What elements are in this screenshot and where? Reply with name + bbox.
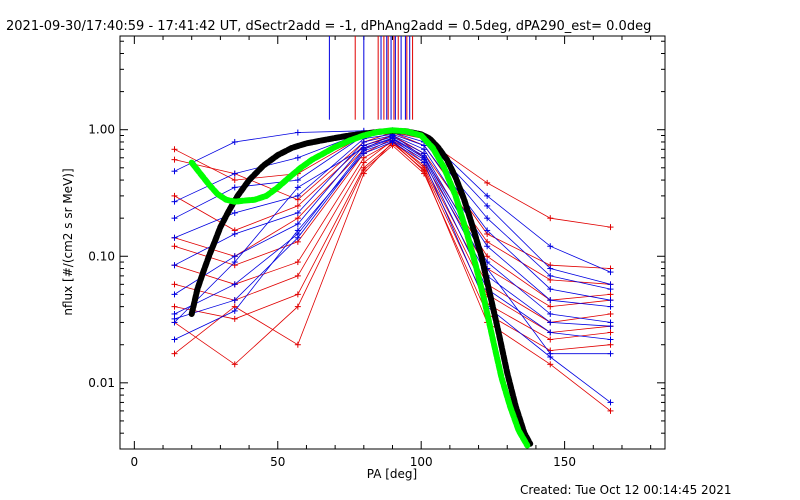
x-tick-label: 50 <box>270 455 285 469</box>
plot-frame <box>119 35 666 450</box>
red-series-line <box>174 135 611 285</box>
blue-series-line <box>174 141 611 403</box>
x-tick-label: 100 <box>410 455 433 469</box>
fit-curves <box>188 127 534 449</box>
y-tick-label: 0.10 <box>88 249 115 263</box>
red-series-line <box>174 138 611 308</box>
blue-series-line <box>174 137 611 355</box>
y-tick-label: 1.00 <box>88 123 115 137</box>
y-tick-label: 0.01 <box>88 376 115 390</box>
created-footer: Created: Tue Oct 12 00:14:45 2021 <box>520 483 732 497</box>
pa-markers <box>328 36 414 120</box>
axis-ticks: 0 50 100 150 0.01 0.10 1.00 <box>88 36 665 469</box>
red-series-line <box>174 144 611 365</box>
y-axis-label: nflux [#/(cm2 s sr MeV)] <box>61 168 75 315</box>
green-fit-curve <box>188 127 531 449</box>
x-tick-label: 150 <box>553 455 576 469</box>
blue-series-line <box>174 132 611 290</box>
red-series-line <box>174 133 611 301</box>
x-axis-label: PA [deg] <box>367 467 417 481</box>
blue-series-line <box>174 130 611 285</box>
blue-series-line <box>174 135 611 307</box>
blue-series-line <box>174 133 611 301</box>
x-tick-label: 0 <box>131 455 139 469</box>
chart-title: 2021-09-30/17:40:59 - 17:41:42 UT, dSect… <box>6 19 651 34</box>
data-series <box>171 127 614 414</box>
